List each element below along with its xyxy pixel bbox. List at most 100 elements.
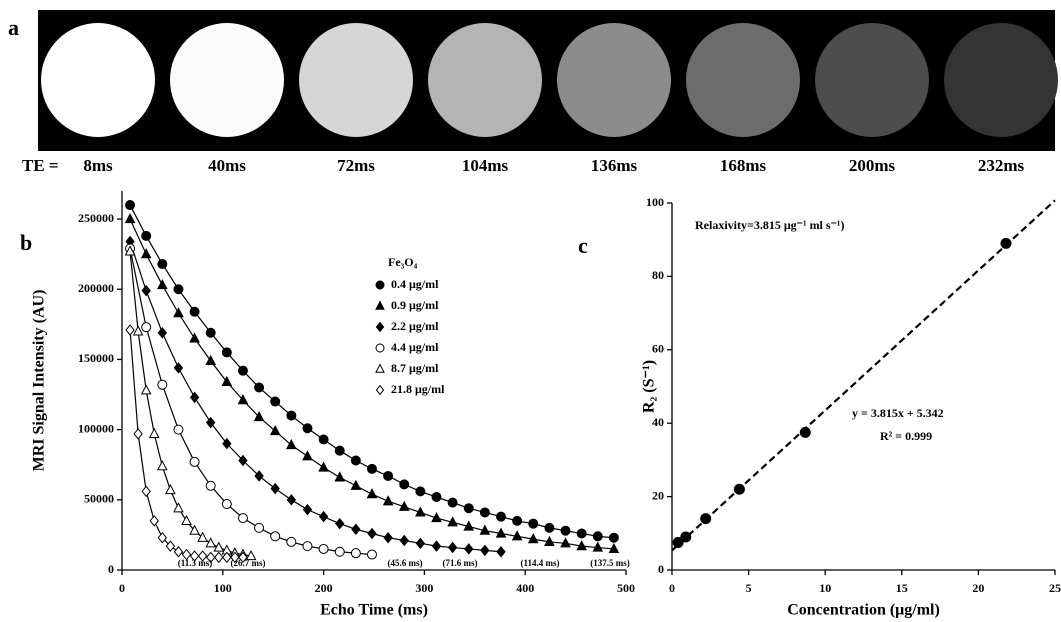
data-point	[480, 508, 489, 517]
y-tick-label: 0	[108, 562, 114, 576]
echo-time-label: 232ms	[978, 156, 1025, 175]
x-tick-label: 200	[315, 581, 333, 595]
data-point	[800, 427, 811, 438]
data-point	[367, 464, 376, 473]
legend-marker	[376, 365, 384, 373]
figure: a TE = 8ms40ms72ms104ms136ms168ms200ms23…	[0, 0, 1061, 622]
data-point	[513, 516, 522, 525]
echo-time-label: 72ms	[337, 156, 375, 175]
y-tick-label: 150000	[78, 351, 114, 365]
curve-annotation: (45.6 ms)	[388, 558, 423, 568]
data-point	[449, 543, 457, 553]
data-point	[561, 526, 570, 535]
data-point	[432, 541, 440, 551]
y-tick-label: 200000	[78, 281, 114, 295]
y-tick-label: 100	[646, 195, 664, 209]
data-point	[319, 544, 328, 553]
data-point	[335, 547, 344, 556]
y-tick-label: 50000	[84, 492, 114, 506]
data-point	[448, 498, 457, 507]
data-point	[287, 495, 295, 505]
data-point	[680, 531, 691, 542]
data-point	[303, 542, 312, 551]
data-point	[287, 440, 296, 449]
data-point	[367, 489, 376, 498]
legend-title: Fe₃O₄	[388, 255, 418, 269]
x-tick-label: 0	[119, 581, 125, 595]
legend-label: 21.8 μg/ml	[391, 382, 445, 396]
r-squared: R² = 0.999	[880, 429, 932, 443]
curve-annotation: (71.6 ms)	[443, 558, 478, 568]
data-point	[142, 323, 151, 332]
echo-time-label: 40ms	[208, 156, 246, 175]
legend-label: 0.4 μg/ml	[391, 277, 439, 291]
data-point	[465, 544, 473, 554]
data-point	[142, 385, 151, 394]
x-tick-label: 500	[617, 581, 635, 595]
phantom-image	[41, 23, 155, 137]
data-point	[174, 285, 183, 294]
data-point	[351, 549, 360, 558]
data-point	[464, 504, 473, 513]
data-point	[497, 547, 505, 557]
data-point	[700, 513, 711, 524]
x-tick-label: 20	[972, 581, 984, 595]
data-point	[319, 463, 328, 472]
data-point	[206, 538, 215, 547]
data-point	[182, 516, 191, 525]
data-point	[142, 231, 151, 240]
data-point	[174, 363, 182, 373]
data-point	[577, 529, 586, 538]
phantom-image	[815, 23, 929, 137]
data-point	[134, 429, 142, 439]
y-tick-label: 250000	[78, 211, 114, 225]
y-tick-label: 80	[652, 268, 664, 282]
data-point	[142, 286, 150, 296]
panel-label: c	[578, 233, 588, 258]
data-point	[238, 366, 247, 375]
curve-annotation: (137.5 ms)	[590, 558, 630, 568]
data-point	[336, 519, 344, 529]
y-tick-label: 20	[652, 488, 664, 502]
phantom-image	[557, 23, 671, 137]
data-point	[190, 457, 199, 466]
data-point	[238, 514, 247, 523]
data-point	[400, 536, 408, 546]
panel-label: b	[20, 230, 32, 255]
curve-annotation: (11.3 ms)	[178, 558, 213, 568]
phantom-image	[686, 23, 800, 137]
data-point	[497, 512, 506, 521]
data-point	[367, 550, 376, 559]
legend-marker	[376, 344, 384, 352]
fit-curve	[130, 205, 614, 538]
data-point	[255, 523, 264, 532]
legend-marker	[376, 281, 384, 289]
data-point	[142, 486, 150, 496]
data-point	[287, 537, 296, 546]
legend-label: 4.4 μg/ml	[391, 340, 439, 354]
echo-time-label: 8ms	[83, 156, 113, 175]
data-point	[206, 328, 215, 337]
phantom-image	[944, 23, 1058, 137]
data-point	[416, 487, 425, 496]
data-point	[126, 201, 135, 210]
data-point	[166, 485, 175, 494]
data-point	[150, 429, 159, 438]
data-point	[190, 333, 199, 342]
data-point	[432, 493, 441, 502]
phantom-image	[299, 23, 413, 137]
data-point	[174, 503, 183, 512]
te-prefix: TE =	[22, 156, 59, 175]
data-point	[335, 446, 344, 455]
phantom-image	[170, 23, 284, 137]
y-axis-title: MRI Signal Intensity (AU)	[31, 290, 48, 472]
data-point	[320, 512, 328, 522]
data-point	[303, 451, 312, 460]
data-point	[529, 519, 538, 528]
data-point	[384, 471, 393, 480]
relaxivity-annotation: Relaxivity=3.815 μg⁻¹ ml s⁻¹)	[695, 218, 845, 232]
echo-time-label: 200ms	[849, 156, 896, 175]
data-point	[352, 524, 360, 534]
fit-curve	[130, 242, 501, 552]
data-point	[609, 533, 618, 542]
